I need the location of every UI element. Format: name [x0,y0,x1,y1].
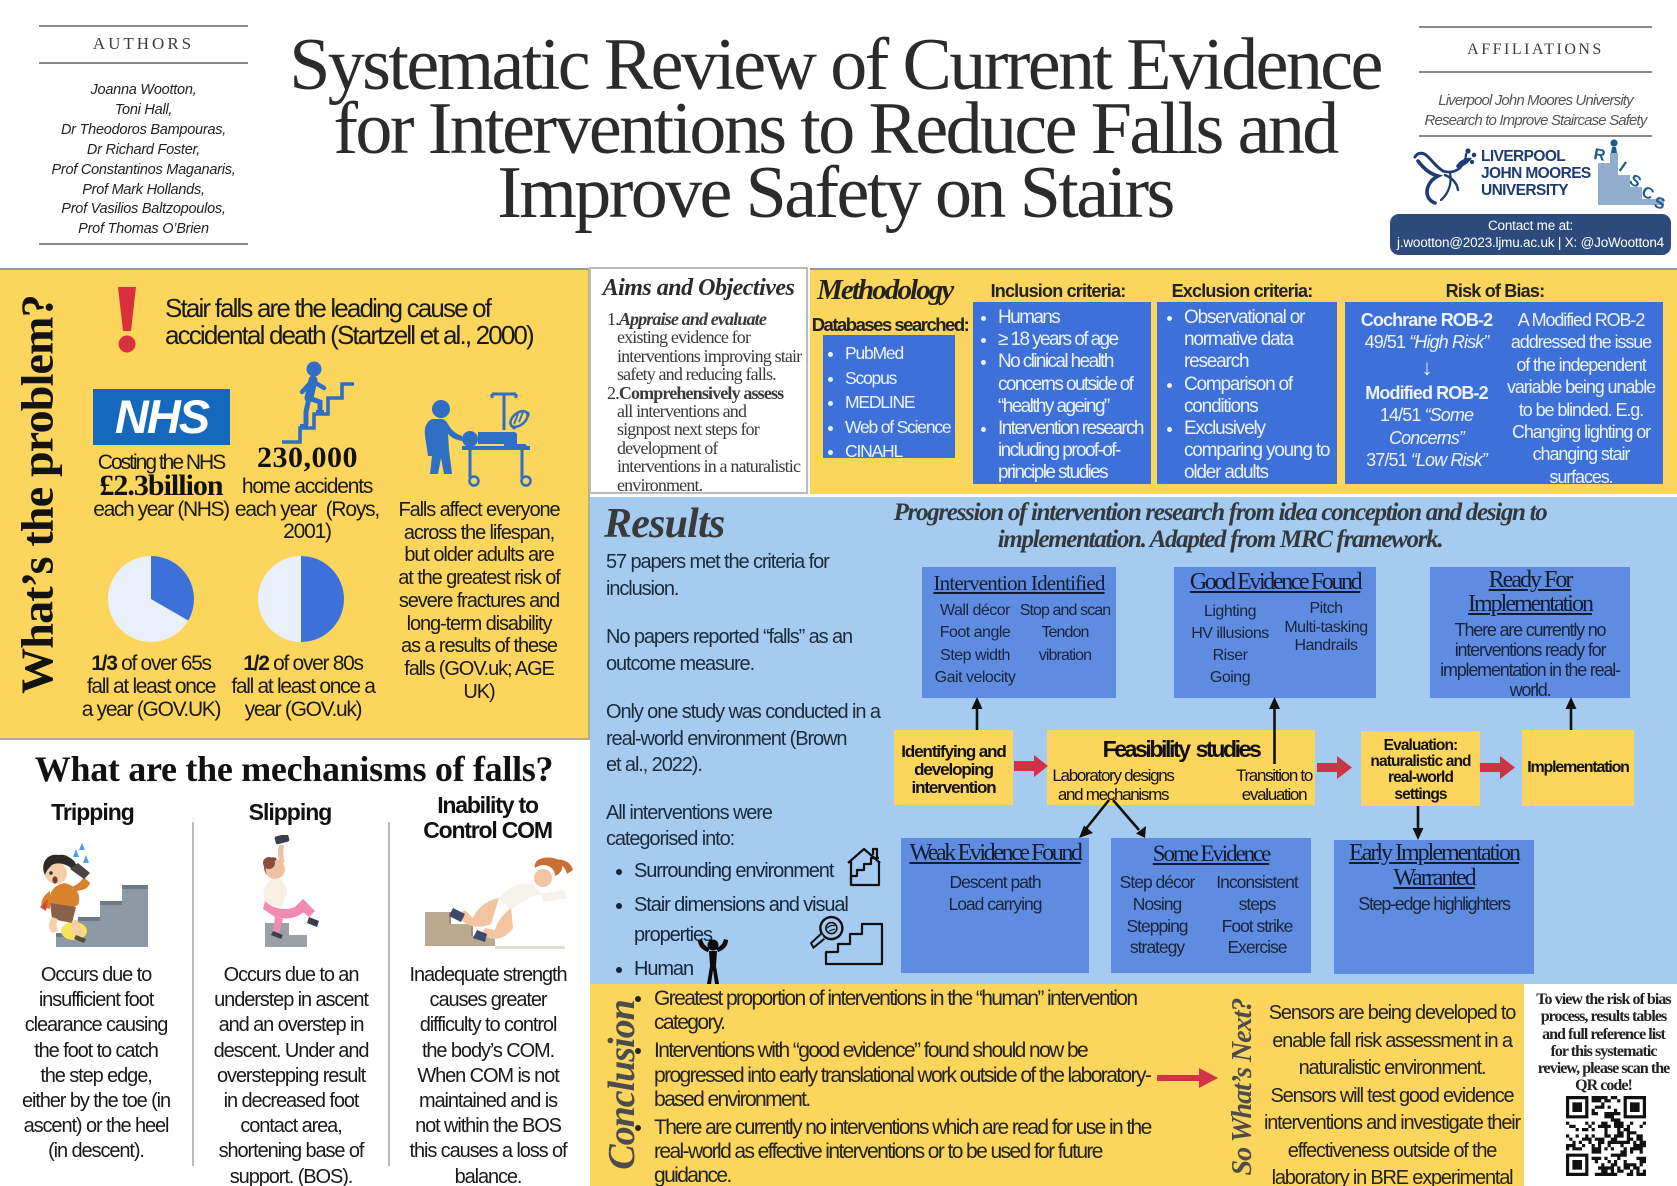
svg-text:R: R [1592,146,1607,165]
svg-text:S: S [1652,194,1666,212]
